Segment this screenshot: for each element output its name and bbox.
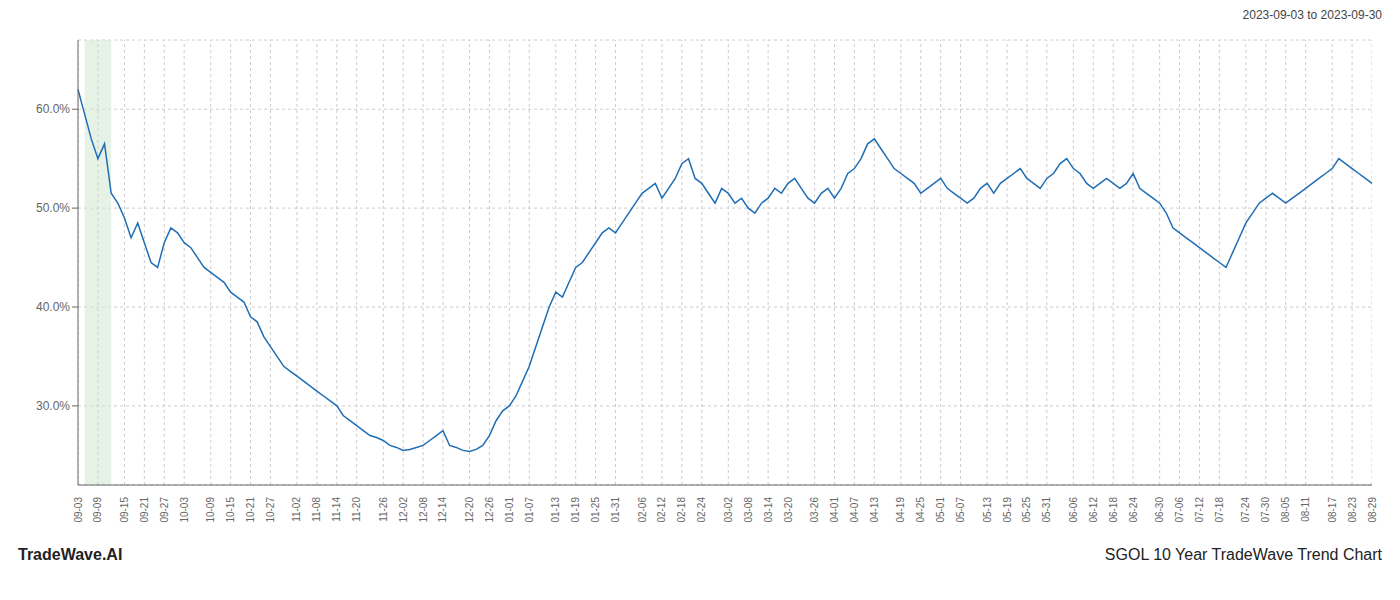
svg-text:06-18: 06-18 <box>1108 497 1119 523</box>
svg-text:04-07: 04-07 <box>849 497 860 523</box>
svg-text:05-19: 05-19 <box>1002 497 1013 523</box>
svg-text:30.0%: 30.0% <box>36 399 70 413</box>
svg-text:07-12: 07-12 <box>1194 497 1205 523</box>
svg-text:01-13: 01-13 <box>550 497 561 523</box>
svg-text:06-24: 06-24 <box>1128 497 1139 523</box>
svg-text:10-21: 10-21 <box>245 497 256 523</box>
svg-text:08-11: 08-11 <box>1300 497 1311 522</box>
svg-text:10-03: 10-03 <box>179 497 190 523</box>
svg-text:03-08: 03-08 <box>743 497 754 523</box>
svg-text:01-07: 01-07 <box>524 497 535 523</box>
svg-text:11-14: 11-14 <box>331 497 342 522</box>
svg-text:04-13: 04-13 <box>869 497 880 523</box>
svg-text:05-13: 05-13 <box>982 497 993 523</box>
svg-text:08-05: 08-05 <box>1280 497 1291 523</box>
svg-text:06-12: 06-12 <box>1088 497 1099 523</box>
svg-text:06-06: 06-06 <box>1068 497 1079 523</box>
svg-text:10-15: 10-15 <box>225 497 236 523</box>
svg-text:03-14: 03-14 <box>763 497 774 523</box>
svg-text:06-30: 06-30 <box>1154 497 1165 523</box>
svg-text:07-24: 07-24 <box>1240 497 1251 523</box>
html-text:TradeWave.AI: TradeWave.AI <box>18 546 123 563</box>
svg-text:07-30: 07-30 <box>1260 497 1271 523</box>
svg-text:12-14: 12-14 <box>437 497 448 523</box>
svg-text:12-02: 12-02 <box>398 497 409 523</box>
svg-text:04-01: 04-01 <box>829 497 840 523</box>
svg-text:12-08: 12-08 <box>418 497 429 523</box>
svg-text:05-07: 05-07 <box>955 497 966 523</box>
svg-text:09-27: 09-27 <box>159 497 170 523</box>
svg-text:11-02: 11-02 <box>291 497 302 522</box>
svg-text:02-06: 02-06 <box>637 497 648 523</box>
svg-text:05-31: 05-31 <box>1041 497 1052 523</box>
svg-text:01-31: 01-31 <box>610 497 621 523</box>
svg-text:01-01: 01-01 <box>504 497 515 523</box>
svg-text:40.0%: 40.0% <box>36 300 70 314</box>
svg-text:09-03: 09-03 <box>73 497 84 523</box>
svg-text:07-18: 07-18 <box>1214 497 1225 523</box>
svg-text:07-06: 07-06 <box>1174 497 1185 523</box>
svg-text:11-20: 11-20 <box>351 497 362 522</box>
svg-text:11-08: 11-08 <box>311 497 322 522</box>
svg-text:01-25: 01-25 <box>590 497 601 523</box>
svg-text:03-26: 03-26 <box>809 497 820 523</box>
svg-text:02-24: 02-24 <box>696 497 707 523</box>
svg-text:04-19: 04-19 <box>895 497 906 523</box>
svg-text:08-17: 08-17 <box>1327 497 1338 523</box>
svg-text:09-09: 09-09 <box>92 497 103 523</box>
svg-text:01-19: 01-19 <box>570 497 581 523</box>
svg-text:12-26: 12-26 <box>484 497 495 523</box>
svg-text:05-01: 05-01 <box>935 497 946 523</box>
svg-text:11-26: 11-26 <box>378 497 389 522</box>
html-text:2023-09-03 to 2023-09-30: 2023-09-03 to 2023-09-30 <box>1242 8 1382 22</box>
svg-text:05-25: 05-25 <box>1021 497 1032 523</box>
svg-text:12-20: 12-20 <box>464 497 475 523</box>
svg-text:60.0%: 60.0% <box>36 102 70 116</box>
svg-text:02-18: 02-18 <box>676 497 687 523</box>
svg-text:08-23: 08-23 <box>1347 497 1358 523</box>
svg-text:10-09: 10-09 <box>205 497 216 523</box>
svg-text:04-25: 04-25 <box>915 497 926 523</box>
svg-text:50.0%: 50.0% <box>36 201 70 215</box>
svg-text:02-12: 02-12 <box>656 497 667 523</box>
svg-text:08-29: 08-29 <box>1367 497 1378 523</box>
html-text:SGOL 10 Year TradeWave Trend C: SGOL 10 Year TradeWave Trend Chart <box>1104 546 1382 563</box>
svg-text:03-02: 03-02 <box>723 497 734 523</box>
svg-text:09-15: 09-15 <box>119 497 130 523</box>
svg-text:09-21: 09-21 <box>139 497 150 523</box>
svg-text:03-20: 03-20 <box>783 497 794 523</box>
svg-text:10-27: 10-27 <box>265 497 276 523</box>
